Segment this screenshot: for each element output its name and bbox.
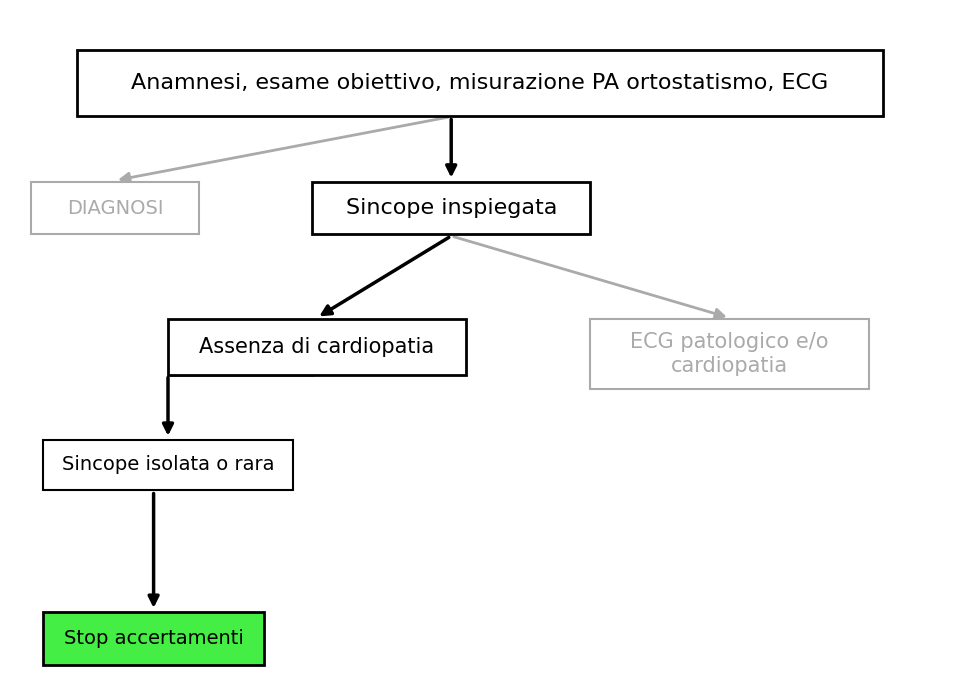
FancyBboxPatch shape	[168, 319, 466, 375]
FancyBboxPatch shape	[43, 613, 264, 665]
FancyBboxPatch shape	[77, 51, 883, 117]
FancyBboxPatch shape	[43, 440, 293, 490]
Text: DIAGNOSI: DIAGNOSI	[67, 198, 163, 218]
Text: Sincope inspiegata: Sincope inspiegata	[346, 198, 557, 218]
FancyBboxPatch shape	[312, 183, 590, 235]
Text: Stop accertamenti: Stop accertamenti	[63, 629, 244, 648]
Text: Assenza di cardiopatia: Assenza di cardiopatia	[200, 337, 434, 357]
Text: Sincope isolata o rara: Sincope isolata o rara	[61, 455, 275, 475]
Text: ECG patologico e/o
cardiopatia: ECG patologico e/o cardiopatia	[631, 332, 828, 375]
FancyBboxPatch shape	[31, 183, 200, 235]
Text: Anamnesi, esame obiettivo, misurazione PA ortostatismo, ECG: Anamnesi, esame obiettivo, misurazione P…	[132, 74, 828, 93]
FancyBboxPatch shape	[590, 319, 869, 389]
